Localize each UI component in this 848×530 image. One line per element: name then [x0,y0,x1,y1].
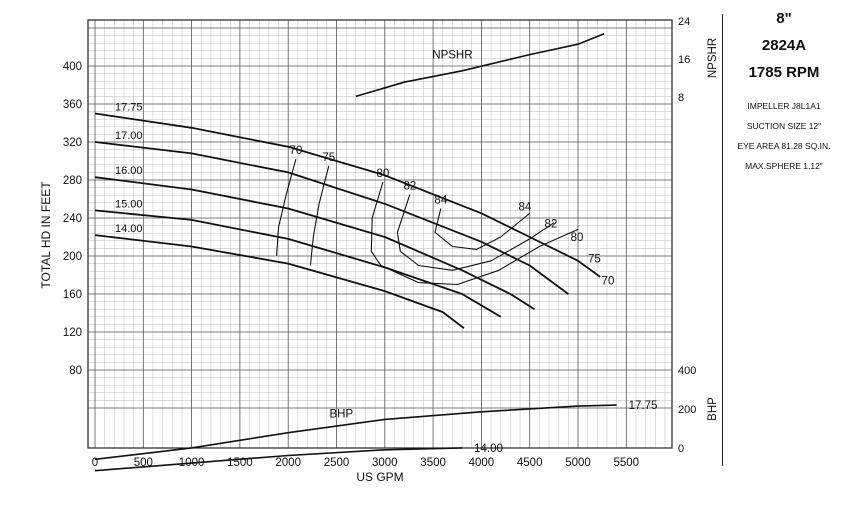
efficiency-label: 70 [602,276,615,288]
head-curve-label: 14.00 [115,223,143,235]
y-tick-label: 80 [69,365,82,377]
head-curve-label: 16.00 [115,165,143,177]
y-tick-label: 120 [63,327,82,339]
npshr-axis-label: NPSHR [707,38,719,78]
head-curve-16.00 [94,176,535,310]
bhp-curve-14.00 [94,447,463,472]
x-tick-label: 2000 [275,457,301,469]
impeller-size: 8" [776,10,792,27]
x-tick-label: 5500 [614,457,640,469]
x-tick-label: 3500 [420,457,446,469]
efficiency-curve-70 [276,158,297,257]
bhp-curves-title: BHP [330,409,354,421]
eye-area-info: EYE AREA 81.28 SQ.IN. [737,141,831,151]
x-axis-label: US GPM [356,470,403,484]
efficiency-curve-82 [396,194,555,271]
head-curve-17.75 [94,112,601,278]
bhp-tick-label: 0 [678,443,684,455]
bhp-curve-label: 17.75 [629,400,658,412]
x-tick-label: 5000 [565,457,591,469]
y-tick-label: 400 [63,61,82,73]
axes: 0 500 1000 1500 2000 2500 3000 3500 4000 4500 5000… [39,16,719,484]
efficiency-curve-75 [309,165,330,266]
side-divider [722,14,723,466]
minor-grid [88,20,672,448]
efficiency-label: 80 [571,232,584,244]
x-tick-label: 2500 [324,457,350,469]
bhp-tick-label: 400 [678,365,696,377]
head-curve-label: 17.00 [115,130,143,142]
x-tick-label: 3000 [372,457,398,469]
npshr-tick-label: 16 [678,54,690,66]
suction-info: SUCTION SIZE 12" [746,121,822,131]
x-tick-label: 4000 [469,457,495,469]
npshr-curve [355,32,605,98]
y-tick-label: 160 [63,289,82,301]
labels: 17.7517.0016.0015.0014.00707580828484828… [115,49,658,455]
y-axis-label: TOTAL HD IN FEET [39,181,53,289]
x-tick-label: 0 [92,457,98,469]
efficiency-label: 82 [545,219,558,231]
head-curve-label: 15.00 [115,198,143,210]
efficiency-label: 84 [434,195,447,207]
efficiency-label: 84 [518,201,531,213]
model-number: 2824A [761,37,807,54]
plot-frame [87,19,673,449]
npshr-curve-label: NPSHR [432,49,472,61]
head-curve-label: 17.75 [115,102,143,114]
efficiency-label: 80 [376,168,389,180]
curves [94,32,617,472]
efficiency-label: 82 [404,180,417,192]
y-tick-label: 280 [63,175,82,187]
y-tick-label: 360 [63,99,82,111]
impeller-info: IMPELLER J8L1A1 [747,101,821,111]
y-tick-label: 240 [63,213,82,225]
bhp-curve-17.75 [94,404,617,461]
bhp-tick-label: 200 [678,404,696,416]
head-curve-14.00 [94,234,465,329]
bhp-curve-label: 14.00 [474,443,503,455]
major-grid [88,20,672,448]
y-tick-label: 320 [63,137,82,149]
efficiency-label: 75 [322,152,335,164]
efficiency-curve-84 [434,208,531,250]
bhp-axis-label: BHP [707,397,719,421]
efficiency-curve-80 [370,181,579,286]
efficiency-label: 75 [588,254,601,266]
pump-info-panel: 8" 2824A 1785 RPM IMPELLER J8L1A1 SUCTIO… [726,8,842,181]
head-curve-17.00 [94,141,569,295]
efficiency-label: 70 [290,145,303,157]
max-sphere-info: MAX.SPHERE 1.12" [745,161,823,171]
npshr-tick-label: 8 [678,92,684,104]
speed-rpm: 1785 RPM [748,64,820,81]
head-curve-15.00 [94,209,502,318]
npshr-tick-label: 24 [678,16,690,28]
x-tick-label: 4500 [517,457,543,469]
y-tick-label: 200 [63,251,82,263]
